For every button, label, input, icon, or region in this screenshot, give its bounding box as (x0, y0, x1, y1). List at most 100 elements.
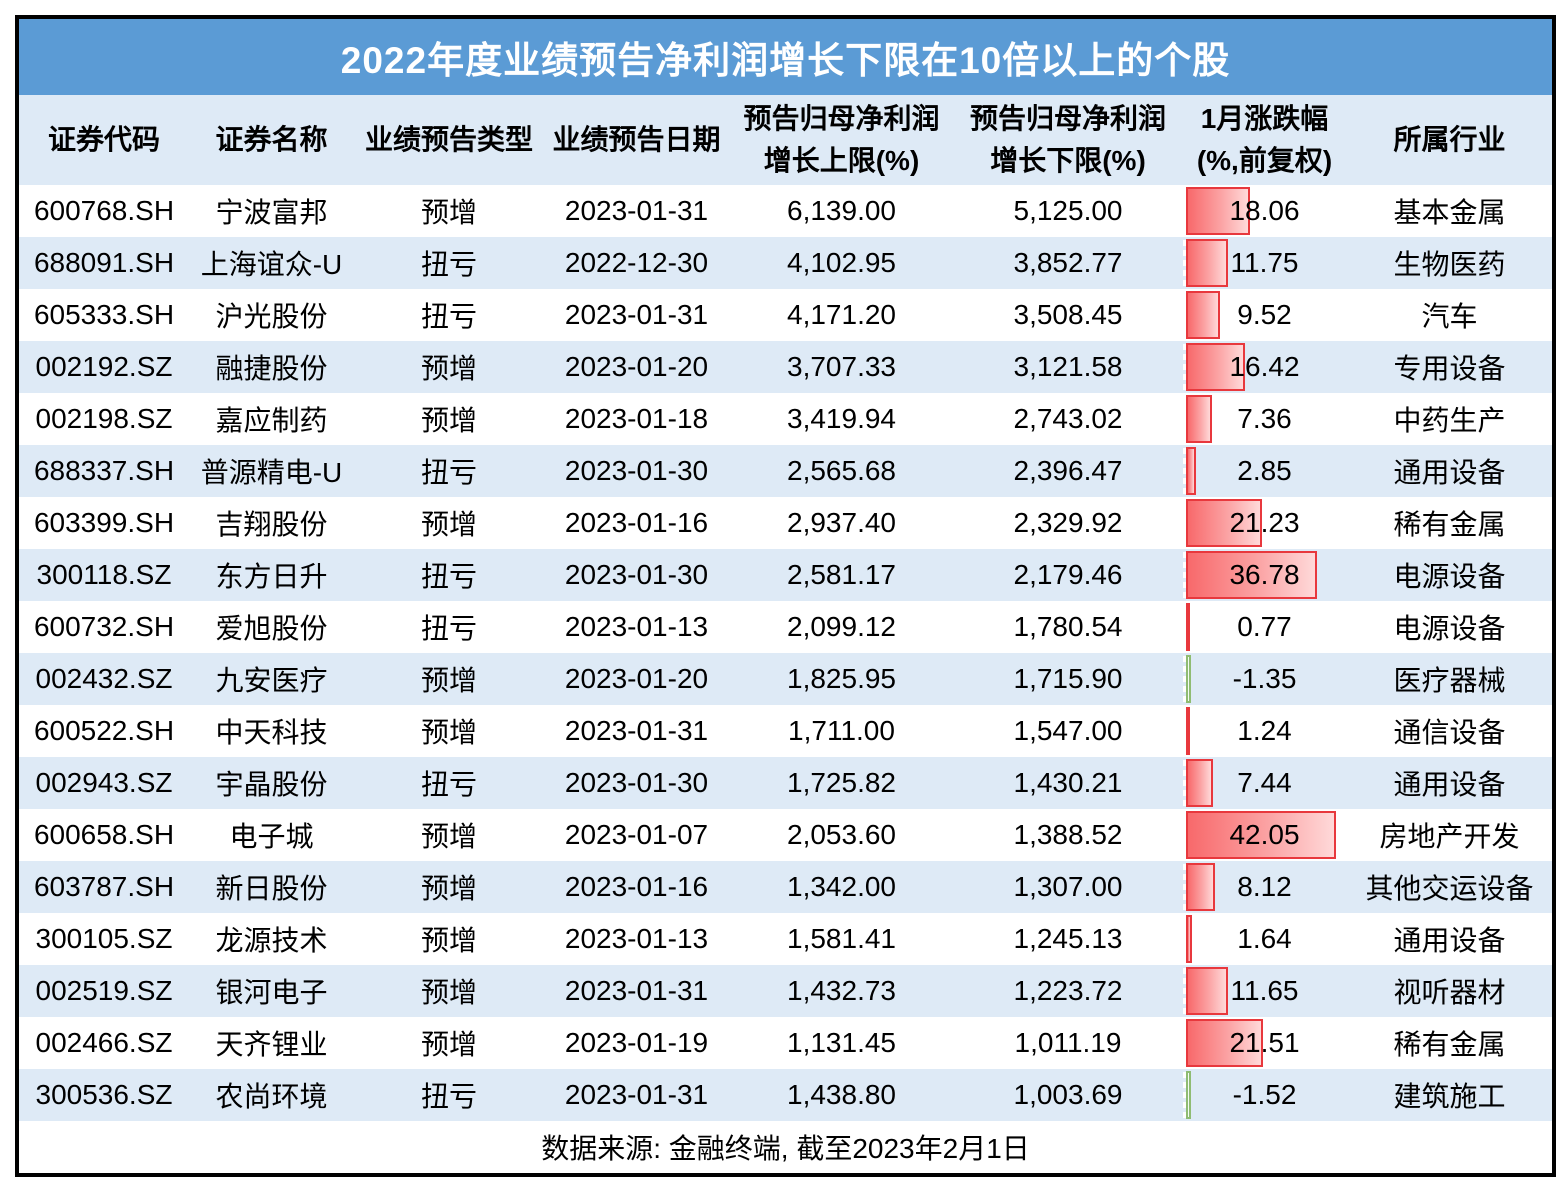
cell-lower: 1,430.21 (1013, 767, 1123, 798)
table-body: 600768.SH 宁波富邦 预增 2023-01-31 6,139.00 5,125.0… (19, 185, 1552, 1121)
cell-industry: 电源设备 (1393, 561, 1506, 592)
cell-upper: 1,581.41 (787, 923, 896, 954)
data-bar-axis (1183, 812, 1186, 858)
change-value: 8.12 (1237, 871, 1292, 902)
change-value: 11.75 (1230, 247, 1299, 278)
cell-industry: 电源设备 (1393, 613, 1506, 644)
cell-name: 九安医疗 (215, 665, 328, 696)
cell-date: 2023-01-18 (564, 403, 709, 434)
cell-industry: 建筑施工 (1393, 1081, 1506, 1112)
column-header-change: 1月涨跌幅 (%,前复权) (1182, 95, 1347, 185)
change-data-bar (1186, 447, 1196, 495)
change-value: 0.77 (1237, 611, 1292, 642)
cell-upper: 3,707.33 (787, 351, 896, 382)
cell-change: 8.12 (1182, 861, 1347, 913)
cell-date: 2023-01-16 (564, 871, 709, 902)
change-data-bar (1186, 1071, 1191, 1119)
data-bar-axis (1183, 344, 1186, 390)
cell-lower: 2,329.92 (1013, 507, 1123, 538)
cell-industry: 专用设备 (1393, 353, 1506, 384)
cell-name: 天齐锂业 (215, 1029, 328, 1060)
cell-date: 2023-01-31 (564, 1079, 709, 1110)
cell-name: 东方日升 (215, 561, 328, 592)
change-data-bar (1186, 239, 1228, 287)
table-row: 002943.SZ 宇晶股份 扭亏 2023-01-30 1,725.82 1,430.2… (19, 757, 1552, 809)
change-value: 1.64 (1237, 923, 1292, 954)
cell-name: 嘉应制药 (215, 405, 328, 436)
table-row: 600768.SH 宁波富邦 预增 2023-01-31 6,139.00 5,125.0… (19, 185, 1552, 237)
table-row: 600522.SH 中天科技 预增 2023-01-31 1,711.00 1,547.0… (19, 705, 1552, 757)
cell-date: 2023-01-31 (564, 195, 709, 226)
cell-lower: 2,179.46 (1013, 559, 1123, 590)
cell-lower: 1,245.13 (1013, 923, 1123, 954)
cell-lower: 3,121.58 (1013, 351, 1123, 382)
footer-row: 数据来源: 金融终端, 截至2023年2月1日 (19, 1121, 1552, 1173)
cell-code: 300105.SZ (35, 923, 173, 954)
cell-name: 宇晶股份 (215, 769, 328, 800)
cell-type: 预增 (420, 405, 477, 436)
data-bar-axis (1183, 604, 1186, 650)
table-row: 002519.SZ 银河电子 预增 2023-01-31 1,432.73 1,223.7… (19, 965, 1552, 1017)
column-header-type: 业绩预告类型 (354, 95, 544, 185)
cell-industry: 其他交运设备 (1365, 873, 1534, 904)
cell-code: 605333.SH (33, 299, 175, 330)
column-header-code: 证券代码 (19, 95, 189, 185)
cell-code: 688337.SH (33, 455, 175, 486)
cell-upper: 4,102.95 (787, 247, 896, 278)
cell-change: 2.85 (1182, 445, 1347, 497)
change-data-bar (1186, 863, 1215, 911)
cell-name: 宁波富邦 (215, 197, 328, 228)
cell-change: 1.64 (1182, 913, 1347, 965)
column-header-upper-line1: 预告归母净利润 (743, 103, 940, 134)
cell-name: 融捷股份 (215, 353, 328, 384)
data-bar-axis (1183, 1020, 1186, 1066)
cell-lower: 1,003.69 (1013, 1079, 1123, 1110)
cell-name: 吉翔股份 (215, 509, 328, 540)
cell-code: 002198.SZ (35, 403, 173, 434)
cell-code: 002432.SZ (35, 663, 173, 694)
cell-date: 2023-01-30 (564, 455, 709, 486)
cell-date: 2023-01-31 (564, 715, 709, 746)
cell-date: 2022-12-30 (564, 247, 709, 278)
cell-industry: 通用设备 (1393, 769, 1506, 800)
change-value: 11.65 (1230, 975, 1299, 1006)
change-data-bar (1186, 915, 1192, 963)
change-value: -1.52 (1232, 1079, 1297, 1110)
change-data-bar (1186, 291, 1220, 339)
column-header-date-label: 业绩预告日期 (552, 124, 721, 155)
data-bar-axis (1183, 708, 1186, 754)
cell-type: 预增 (420, 873, 477, 904)
cell-date: 2023-01-20 (564, 351, 709, 382)
cell-lower: 1,307.00 (1013, 871, 1123, 902)
cell-upper: 1,432.73 (787, 975, 896, 1006)
data-source-note: 数据来源: 金融终端, 截至2023年2月1日 (541, 1133, 1030, 1164)
change-value: -1.35 (1232, 663, 1297, 694)
change-data-bar (1186, 603, 1190, 651)
cell-change: 9.52 (1182, 289, 1347, 341)
cell-industry: 稀有金属 (1393, 1029, 1506, 1060)
table-row: 002192.SZ 融捷股份 预增 2023-01-20 3,707.33 3,121.5… (19, 341, 1552, 393)
cell-type: 预增 (420, 925, 477, 956)
cell-code: 600768.SH (33, 195, 175, 226)
cell-type: 扭亏 (420, 249, 477, 280)
cell-lower: 2,396.47 (1013, 455, 1123, 486)
cell-code: 002519.SZ (35, 975, 173, 1006)
cell-type: 扭亏 (420, 301, 477, 332)
cell-industry: 汽车 (1421, 301, 1478, 332)
cell-date: 2023-01-20 (564, 663, 709, 694)
cell-date: 2023-01-19 (564, 1027, 709, 1058)
change-value: 1.24 (1237, 715, 1292, 746)
cell-date: 2023-01-13 (564, 611, 709, 642)
cell-name: 普源精电-U (200, 457, 343, 488)
data-bar-axis (1183, 500, 1186, 546)
column-header-change-line2: (%,前复权) (1196, 145, 1333, 176)
data-bar-axis (1183, 188, 1186, 234)
cell-type: 预增 (420, 717, 477, 748)
table-row: 002432.SZ 九安医疗 预增 2023-01-20 1,825.95 1,715.9… (19, 653, 1552, 705)
cell-type: 预增 (420, 977, 477, 1008)
cell-change: 11.65 (1182, 965, 1347, 1017)
cell-lower: 1,388.52 (1013, 819, 1123, 850)
cell-code: 688091.SH (33, 247, 175, 278)
cell-date: 2023-01-07 (564, 819, 709, 850)
cell-lower: 1,223.72 (1013, 975, 1123, 1006)
